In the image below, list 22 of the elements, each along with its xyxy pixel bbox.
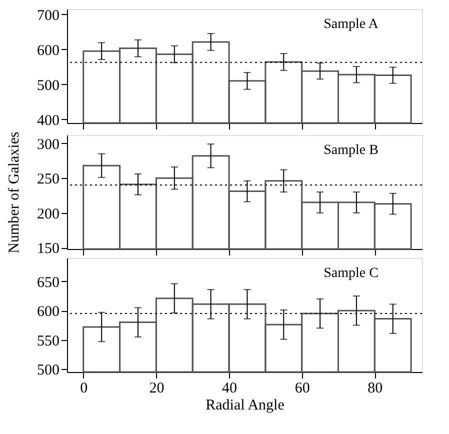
x-tick-label: 60: [294, 380, 310, 396]
x-axis-title: Radial Angle: [206, 398, 285, 414]
x-tick-label: 40: [222, 380, 238, 396]
y-tick-label: 300: [37, 136, 60, 153]
x-tick-label: 20: [149, 380, 164, 396]
y-tick-label: 500: [37, 78, 60, 94]
y-tick-label: 400: [37, 112, 60, 129]
y-tick-label: 250: [37, 172, 60, 188]
annotation: Sample B: [324, 143, 378, 158]
y-tick-label: 650: [37, 274, 60, 291]
x-tick-label: 80: [368, 380, 383, 396]
annotation: Sample A: [324, 17, 380, 32]
y-tick-label: 600: [37, 42, 60, 59]
y-axis-title: Number of Galaxies: [6, 132, 22, 254]
y-tick-label: 500: [37, 362, 60, 379]
annotation: Sample C: [324, 266, 378, 281]
y-tick-label: 600: [37, 304, 60, 320]
x-tick-label: 0: [80, 380, 88, 396]
y-tick-label: 700: [37, 8, 60, 24]
y-tick-label: 150: [37, 241, 60, 258]
y-tick-label: 200: [37, 206, 60, 222]
y-tick-label: 550: [37, 333, 60, 350]
